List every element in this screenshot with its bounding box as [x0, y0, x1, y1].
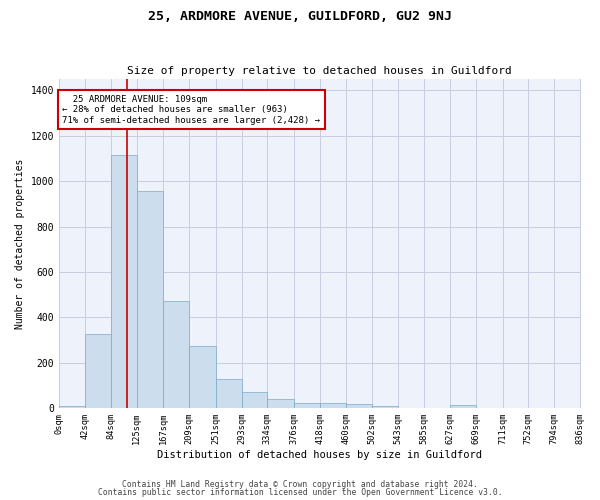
Bar — [215, 378, 242, 408]
Bar — [293, 403, 320, 408]
Bar — [137, 192, 163, 408]
Bar — [112, 155, 137, 408]
Bar — [372, 406, 398, 408]
X-axis label: Distribution of detached houses by size in Guildford: Distribution of detached houses by size … — [157, 450, 482, 460]
Bar — [320, 403, 346, 408]
Bar — [190, 346, 215, 408]
Text: 25 ARDMORE AVENUE: 109sqm  
← 28% of detached houses are smaller (963)
71% of se: 25 ARDMORE AVENUE: 109sqm ← 28% of detac… — [62, 95, 320, 124]
Bar — [450, 406, 476, 408]
Text: Contains public sector information licensed under the Open Government Licence v3: Contains public sector information licen… — [98, 488, 502, 497]
Bar — [59, 406, 85, 408]
Text: Contains HM Land Registry data © Crown copyright and database right 2024.: Contains HM Land Registry data © Crown c… — [122, 480, 478, 489]
Bar — [242, 392, 268, 408]
Title: Size of property relative to detached houses in Guildford: Size of property relative to detached ho… — [127, 66, 512, 76]
Bar — [346, 404, 372, 408]
Text: 25, ARDMORE AVENUE, GUILDFORD, GU2 9NJ: 25, ARDMORE AVENUE, GUILDFORD, GU2 9NJ — [148, 10, 452, 23]
Y-axis label: Number of detached properties: Number of detached properties — [15, 158, 25, 329]
Bar — [85, 334, 112, 408]
Bar — [268, 399, 293, 408]
Bar — [163, 302, 190, 408]
